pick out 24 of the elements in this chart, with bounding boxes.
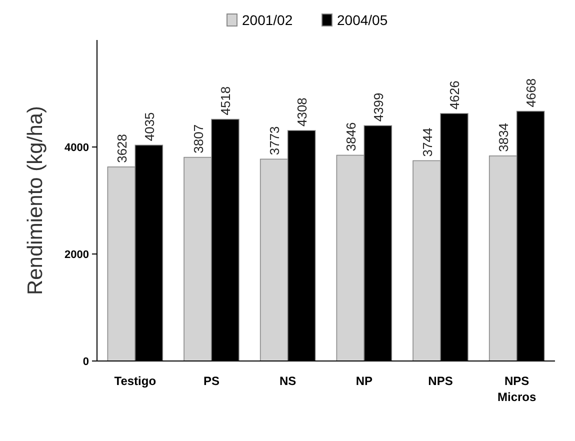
data-label: 3628: [114, 134, 130, 163]
x-tick-label: NP: [356, 374, 373, 388]
legend-label: 2001/02: [242, 12, 293, 28]
x-tick-label: NPS Micros: [497, 374, 536, 404]
data-label: 4626: [447, 80, 462, 110]
data-label: 3744: [420, 128, 435, 157]
x-tick-label: Testigo: [114, 374, 156, 388]
y-axis-title: Rendimiento (kg/ha): [24, 106, 47, 296]
data-label: 4668: [524, 78, 539, 108]
data-label: 4399: [370, 92, 386, 122]
legend-label: 2004/05: [337, 12, 388, 28]
data-label: 4308: [294, 98, 310, 127]
y-tick-label: 2000: [64, 248, 89, 261]
y-tick-label: 4000: [64, 142, 89, 154]
x-tick-label: NPS: [428, 374, 453, 388]
data-label: 3846: [343, 122, 358, 152]
y-tick-label: 0: [82, 356, 89, 368]
data-label: 4035: [142, 112, 157, 142]
data-label: 4518: [218, 86, 234, 116]
data-label: 3773: [267, 126, 282, 156]
data-label: 3834: [496, 122, 512, 152]
data-label: 3807: [190, 124, 206, 154]
x-tick-label: PS: [203, 374, 220, 388]
x-tick-label: NS: [279, 374, 296, 388]
